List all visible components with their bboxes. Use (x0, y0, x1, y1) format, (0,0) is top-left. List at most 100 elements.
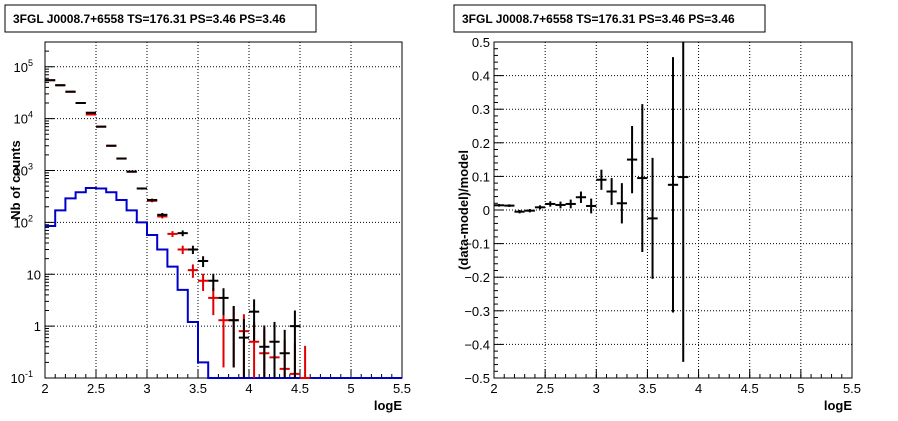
left-y-ticks: 10-1 1 10 102 103 104 105 (11, 41, 54, 386)
right-residual-point (555, 201, 566, 209)
left-black-point (269, 321, 280, 378)
right-residual-point (586, 198, 597, 214)
right-x-tick-label: 5.5 (843, 381, 861, 396)
right-y-tick-label: −0.2 (464, 270, 490, 285)
right-x-tick-label: 4 (695, 381, 702, 396)
left-blue-series (45, 186, 402, 379)
left-red-point (218, 306, 229, 368)
left-y-tick-label: 1 (34, 319, 41, 334)
right-x-axis-label: logE (824, 398, 852, 413)
left-red-point (177, 245, 188, 255)
right-residual-point (616, 183, 627, 224)
left-x-axis-label: logE (374, 398, 402, 413)
left-black-point (157, 212, 168, 217)
right-y-tick-label: 0.1 (472, 169, 490, 184)
left-black-point (96, 125, 107, 128)
left-red-point (300, 345, 311, 379)
left-black-series (45, 79, 300, 378)
left-y-tick-label: 104 (14, 110, 33, 127)
right-residual-series (494, 42, 689, 362)
right-residual-point (678, 42, 689, 362)
right-x-tick-label: 4.5 (741, 381, 759, 396)
right-residual-point (575, 191, 587, 203)
left-x-tick-label: 5.5 (393, 381, 411, 396)
left-black-point (208, 273, 219, 291)
left-x-tick-label: 2 (41, 381, 48, 396)
left-black-point (106, 144, 117, 147)
right-title: 3FGL J0008.7+6558 TS=176.31 PS=3.46 PS=3… (462, 12, 735, 26)
right-y-ticks: −0.5 −0.4 −0.3 −0.2 −0.1 0 0.1 0.2 0.3 0.4 0.5 (464, 35, 503, 386)
right-residual-point (534, 205, 546, 210)
right-x-tick-label: 3.5 (638, 381, 656, 396)
left-title-box (4, 4, 317, 33)
left-blue-step-line (45, 186, 402, 379)
left-x-tick-label: 5 (347, 381, 354, 396)
right-residual-point (514, 210, 525, 214)
left-red-point (198, 273, 209, 291)
left-y-tick-label: 102 (14, 213, 33, 230)
right-x-tick-label: 3 (593, 381, 600, 396)
right-residual-point (524, 208, 535, 213)
left-y-tick-label: 103 (14, 162, 33, 179)
left-panel: 3FGL J0008.7+6558 TS=176.31 PS=3.46 PS=3… (4, 4, 411, 413)
left-x-tick-label: 3.5 (189, 381, 207, 396)
right-residual-point (494, 203, 505, 207)
right-y-tick-label: −0.3 (464, 304, 490, 319)
right-y-tick-label: 0.5 (472, 35, 490, 50)
right-y-tick-label: −0.1 (464, 237, 490, 252)
left-x-ticks: 2 2.5 3 3.5 4 4.5 5 5.5 (41, 369, 411, 396)
left-x-tick-label: 4.5 (291, 381, 309, 396)
right-grid (494, 42, 852, 378)
left-black-point (136, 187, 147, 190)
right-y-tick-label: −0.4 (464, 337, 490, 352)
right-title-box (453, 4, 766, 33)
right-y-tick-label: 0.2 (472, 136, 490, 151)
left-y-axis-label: Nb of counts (8, 140, 23, 219)
right-y-axis-label: (data-model)/model (456, 150, 471, 270)
right-residual-point (545, 201, 556, 207)
left-black-point (198, 256, 209, 268)
right-residual-point (626, 126, 638, 194)
right-x-tick-label: 2 (490, 381, 497, 396)
right-y-tick-label: 0 (483, 203, 490, 218)
left-black-point (218, 288, 229, 316)
right-residual-point (596, 169, 607, 190)
right-x-ticks: 2 2.5 3 3.5 4 4.5 5 5.5 (490, 369, 861, 396)
left-x-tick-label: 3 (143, 381, 150, 396)
left-black-point (116, 157, 127, 160)
left-black-point (249, 299, 260, 341)
left-red-series (45, 79, 311, 379)
right-x-tick-label: 2.5 (536, 381, 554, 396)
left-black-point (177, 230, 188, 237)
right-residual-point (637, 104, 648, 252)
left-red-point (187, 264, 198, 278)
left-red-point (208, 288, 219, 316)
right-panel: 3FGL J0008.7+6558 TS=176.31 PS=3.46 PS=3… (453, 4, 861, 413)
left-black-point (279, 329, 290, 378)
left-black-point (126, 170, 137, 173)
right-residual-point (565, 199, 576, 209)
left-x-tick-label: 4 (245, 381, 252, 396)
right-x-tick-label: 5 (797, 381, 804, 396)
right-y-tick-label: 0.3 (472, 102, 490, 117)
left-x-tick-label: 2.5 (87, 381, 105, 396)
right-residual-point (504, 204, 515, 207)
left-black-point (187, 245, 198, 255)
right-y-tick-label: 0.4 (472, 69, 490, 84)
left-black-point (147, 198, 158, 202)
left-title: 3FGL J0008.7+6558 TS=176.31 PS=3.46 PS=3… (13, 12, 286, 26)
right-residual-point (667, 57, 679, 313)
left-black-point (259, 325, 270, 378)
left-red-point (167, 231, 178, 237)
left-black-point (289, 310, 300, 378)
left-black-point (238, 318, 249, 378)
left-black-point (228, 306, 239, 368)
left-y-tick-label: 10 (27, 267, 41, 282)
right-residual-point (647, 157, 658, 279)
left-y-tick-label: 10-1 (11, 369, 33, 386)
right-y-tick-label: −0.5 (464, 371, 490, 386)
left-y-tick-label: 105 (14, 58, 33, 75)
right-residual-point (606, 178, 617, 205)
